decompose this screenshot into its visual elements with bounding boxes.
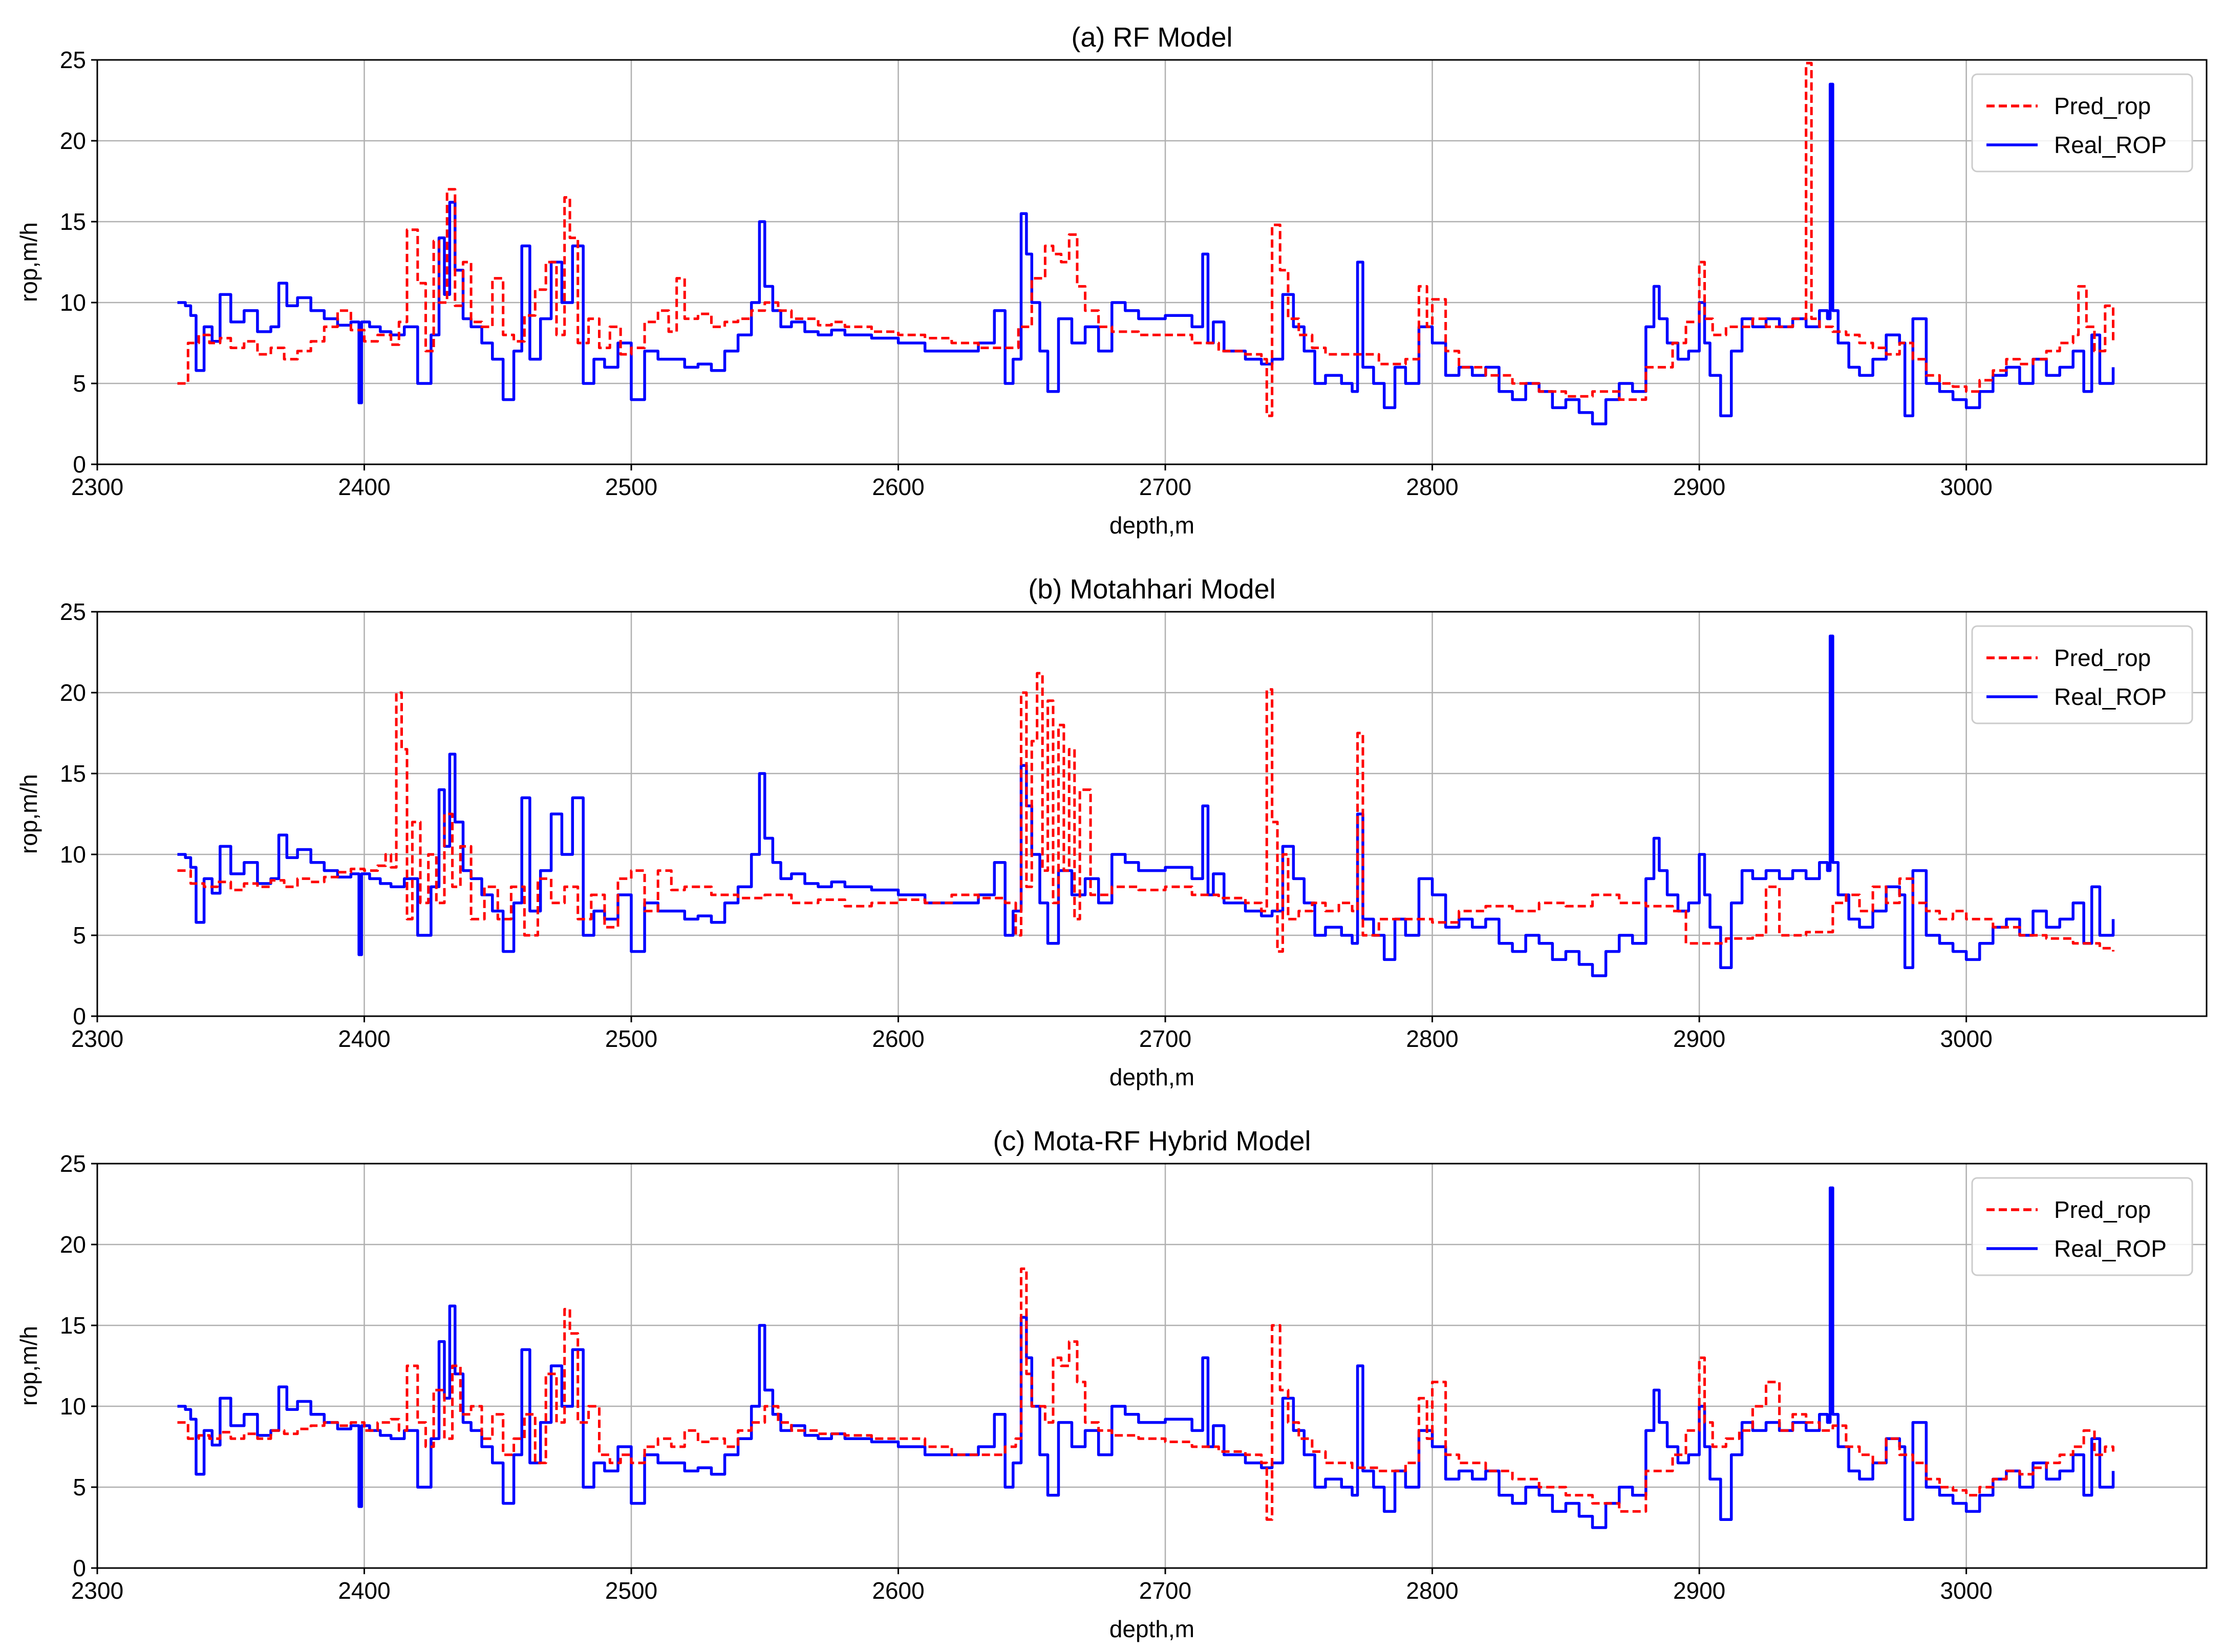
y-tick-label: 25 [60,47,86,73]
x-tick-label: 2900 [1673,474,1725,500]
x-tick-label: 2600 [872,1025,924,1052]
x-tick-label: 2400 [338,1025,390,1052]
x-tick-label: 3000 [1940,474,1992,500]
x-tick-label: 2300 [71,1025,123,1052]
y-tick-label: 0 [73,1003,86,1029]
x-tick-label: 2800 [1406,1025,1458,1052]
series-group [177,634,2115,977]
y-tick-label: 20 [60,127,86,154]
legend-label-real-rop: Real_ROP [2054,132,2167,158]
legend-box [1971,1177,2193,1276]
y-tick-label: 10 [60,841,86,868]
panel-b: 2300 2400 2500 2600 2700 2800 2900 3000 0 5 10 15 20… [15,574,2208,1090]
x-tick-label: 2800 [1406,1577,1458,1604]
axes-frame [96,59,2208,465]
y-tick-label: 10 [60,289,86,316]
series-line-real-rop [177,634,2115,977]
series-group [177,1186,2115,1529]
y-tick-label: 5 [73,1474,86,1500]
legend-box [1971,73,2193,173]
y-tick-label: 5 [73,370,86,397]
x-tick-label: 2500 [605,1025,657,1052]
series-line-real-rop [177,82,2115,425]
y-axis-label: rop,m/h [15,222,42,302]
y-tick-label: 20 [60,679,86,706]
panel-c: 2300 2400 2500 2600 2700 2800 2900 3000 0 5 10 15 20… [15,1126,2208,1642]
x-tick-label: 2500 [605,474,657,500]
legend-box [1971,625,2193,724]
series-line-pred-rop [177,672,2114,953]
y-tick-label: 5 [73,922,86,949]
legend-label-real-rop: Real_ROP [2054,1235,2167,1262]
panel-title: (b) Motahhari Model [1028,574,1275,605]
y-tick-label: 10 [60,1393,86,1420]
y-axis-label: rop,m/h [15,774,42,854]
series-group [177,61,2115,425]
legend: Pred_rop Real_ROP [1971,625,2193,724]
y-axis-label: rop,m/h [15,1326,42,1406]
y-tick-label: 15 [60,208,86,235]
x-tick-label: 2900 [1673,1025,1725,1052]
legend-label-pred-rop: Pred_rop [2054,1196,2151,1223]
series-line-pred-rop [177,1267,2114,1521]
x-tick-label: 2900 [1673,1577,1725,1604]
legend: Pred_rop Real_ROP [1971,73,2193,173]
x-tick-label: 2600 [872,474,924,500]
legend-label-pred-rop: Pred_rop [2054,645,2151,671]
x-tick-label: 2300 [71,1577,123,1604]
legend-label-pred-rop: Pred_rop [2054,93,2151,119]
panel-title: (a) RF Model [1071,22,1232,53]
y-tick-label: 20 [60,1231,86,1258]
x-tick-label: 2400 [338,474,390,500]
axes-frame [96,1163,2208,1569]
axes-frame [96,611,2208,1017]
x-tick-label: 2700 [1139,474,1191,500]
x-axis-label: depth,m [1109,1064,1194,1090]
panel-title: (c) Mota-RF Hybrid Model [993,1126,1311,1156]
series-line-pred-rop [177,61,2114,417]
legend-label-real-rop: Real_ROP [2054,683,2167,710]
y-tick-label: 0 [73,1555,86,1581]
x-tick-label: 3000 [1940,1025,1992,1052]
y-tick-label: 0 [73,451,86,478]
x-tick-label: 2700 [1139,1025,1191,1052]
legend: Pred_rop Real_ROP [1971,1177,2193,1276]
series-line-real-rop [177,1186,2115,1529]
x-tick-label: 2300 [71,474,123,500]
y-tick-label: 15 [60,1312,86,1339]
panel-a: 2300 2400 2500 2600 2700 2800 2900 3000 0 5 10 15 20… [15,22,2208,539]
x-tick-label: 2800 [1406,474,1458,500]
x-tick-label: 2400 [338,1577,390,1604]
x-axis-label: depth,m [1109,1616,1194,1642]
y-tick-label: 25 [60,1150,86,1177]
x-tick-label: 3000 [1940,1577,1992,1604]
y-tick-label: 15 [60,760,86,787]
x-tick-label: 2600 [872,1577,924,1604]
x-tick-label: 2500 [605,1577,657,1604]
x-tick-label: 2700 [1139,1577,1191,1604]
y-tick-label: 25 [60,598,86,625]
x-axis-label: depth,m [1109,512,1194,539]
